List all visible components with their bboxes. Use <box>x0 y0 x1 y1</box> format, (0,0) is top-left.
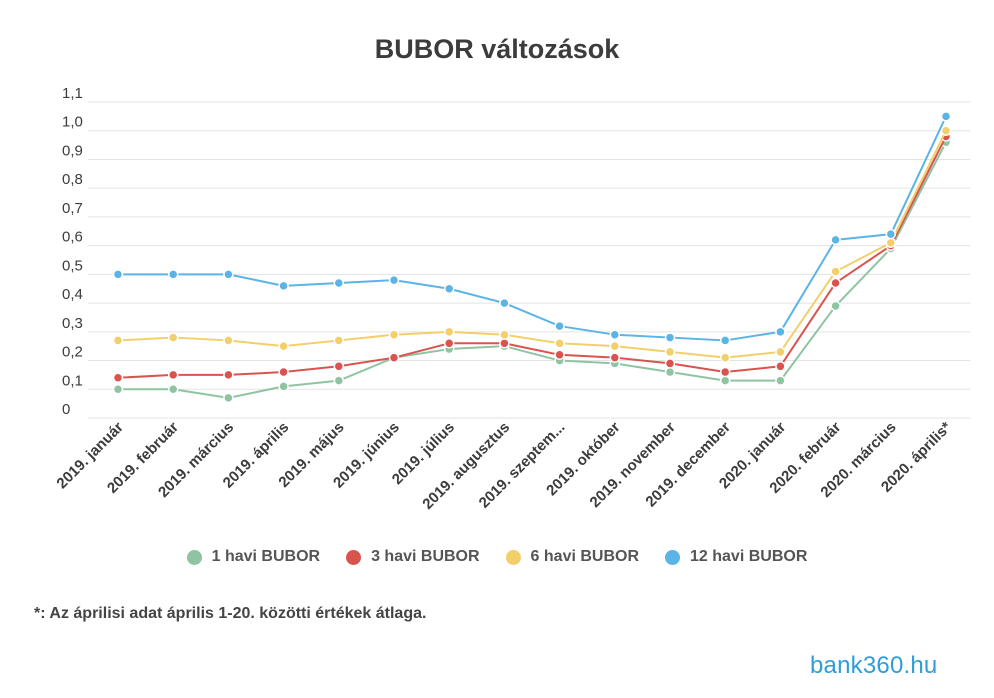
data-point[interactable] <box>333 361 345 372</box>
data-point[interactable] <box>278 340 289 352</box>
data-point[interactable] <box>112 269 124 280</box>
series-3 <box>112 125 952 363</box>
y-tick-label: 1,0 <box>62 114 83 131</box>
data-point[interactable] <box>609 352 621 363</box>
data-point[interactable] <box>830 234 841 246</box>
y-tick-label: 0 <box>62 401 70 418</box>
legend-item-1-havi[interactable]: 1 havi BUBOR <box>186 548 321 566</box>
data-point[interactable] <box>775 346 786 358</box>
data-point[interactable] <box>112 384 124 395</box>
data-point[interactable] <box>830 266 841 277</box>
data-point[interactable] <box>443 283 455 294</box>
data-point[interactable] <box>278 381 289 392</box>
data-point[interactable] <box>885 228 897 240</box>
data-point[interactable] <box>940 125 952 136</box>
bank360-logo[interactable]: bank360.hu <box>810 652 938 679</box>
data-point[interactable] <box>775 375 786 386</box>
y-tick-label: 0,5 <box>62 257 83 274</box>
legend-label-3-havi: 3 havi BUBOR <box>371 548 480 565</box>
series-2 <box>112 131 952 384</box>
data-point[interactable] <box>223 369 234 381</box>
data-point[interactable] <box>719 375 731 386</box>
grid-lines <box>88 101 970 419</box>
data-point[interactable] <box>223 392 234 404</box>
legend-item-6-havi[interactable]: 6 havi BUBOR <box>505 548 640 566</box>
y-tick-label: 0,2 <box>62 344 83 361</box>
series-line <box>117 136 947 379</box>
data-point[interactable] <box>885 237 897 249</box>
data-point[interactable] <box>499 338 510 349</box>
data-point[interactable] <box>443 338 455 349</box>
data-point[interactable] <box>278 280 289 292</box>
legend-label-12-havi: 12 havi BUBOR <box>690 548 808 565</box>
data-point[interactable] <box>609 329 621 340</box>
data-point[interactable] <box>167 332 179 343</box>
legend: 1 havi BUBOR 3 havi BUBOR 6 havi BUBOR 1… <box>0 548 994 566</box>
legend-label-6-havi: 6 havi BUBOR <box>530 548 640 565</box>
data-point[interactable] <box>278 366 289 378</box>
data-point[interactable] <box>719 366 731 378</box>
data-point[interactable] <box>554 349 565 361</box>
legend-item-12-havi[interactable]: 12 havi BUBOR <box>665 548 807 566</box>
data-point[interactable] <box>940 111 952 122</box>
legend-swatch-3-havi <box>346 549 362 565</box>
legend-label-1-havi: 1 havi BUBOR <box>211 548 321 565</box>
data-point[interactable] <box>664 358 676 369</box>
data-point[interactable] <box>333 335 345 346</box>
data-point[interactable] <box>388 329 400 340</box>
data-point[interactable] <box>167 384 179 395</box>
series-line <box>117 130 947 359</box>
series-1 <box>112 136 952 404</box>
series-line <box>118 141 947 399</box>
data-point[interactable] <box>443 326 455 338</box>
data-point[interactable] <box>609 340 621 352</box>
legend-swatch-1-havi <box>186 549 202 565</box>
data-point[interactable] <box>664 346 676 358</box>
data-point[interactable] <box>554 338 565 349</box>
y-tick-label: 0,3 <box>62 315 83 332</box>
data-point[interactable] <box>167 369 179 381</box>
footnote: *: Az áprilisi adat április 1-20. között… <box>34 605 427 622</box>
y-tick-label: 0,1 <box>62 372 83 389</box>
data-point[interactable] <box>112 372 124 384</box>
data-point[interactable] <box>333 375 345 386</box>
series-line <box>118 115 947 342</box>
data-point[interactable] <box>223 269 234 280</box>
data-point[interactable] <box>554 320 565 332</box>
data-point[interactable] <box>223 335 234 346</box>
legend-item-3-havi[interactable]: 3 havi BUBOR <box>346 548 480 566</box>
data-point[interactable] <box>719 335 731 346</box>
data-point[interactable] <box>388 352 400 363</box>
series-4 <box>112 111 952 346</box>
y-tick-label: 0,9 <box>62 142 83 159</box>
data-point[interactable] <box>719 352 731 363</box>
data-point[interactable] <box>664 332 676 343</box>
data-point[interactable] <box>333 277 345 289</box>
y-tick-label: 0,7 <box>62 200 83 217</box>
data-point[interactable] <box>664 366 676 378</box>
y-tick-label: 1,1 <box>62 85 83 102</box>
legend-swatch-6-havi <box>505 549 521 565</box>
data-point[interactable] <box>830 277 841 289</box>
data-point[interactable] <box>499 297 510 309</box>
data-point[interactable] <box>499 329 510 340</box>
y-axis-ticks: 0 0,1 0,2 0,3 0,4 0,5 0,6 0,7 0,8 0,9 1,0 1,1 <box>62 85 83 418</box>
data-point[interactable] <box>167 269 179 280</box>
chart-title: BUBOR változások <box>374 34 620 64</box>
data-point[interactable] <box>112 335 124 346</box>
legend-swatch-12-havi <box>665 549 681 565</box>
data-point[interactable] <box>830 300 841 312</box>
data-point[interactable] <box>775 326 786 338</box>
data-point[interactable] <box>775 361 786 372</box>
data-point[interactable] <box>388 274 400 286</box>
y-tick-label: 0,8 <box>62 171 83 188</box>
y-tick-label: 0,4 <box>62 286 83 303</box>
y-tick-label: 0,6 <box>62 229 83 246</box>
series-lines <box>112 111 952 404</box>
